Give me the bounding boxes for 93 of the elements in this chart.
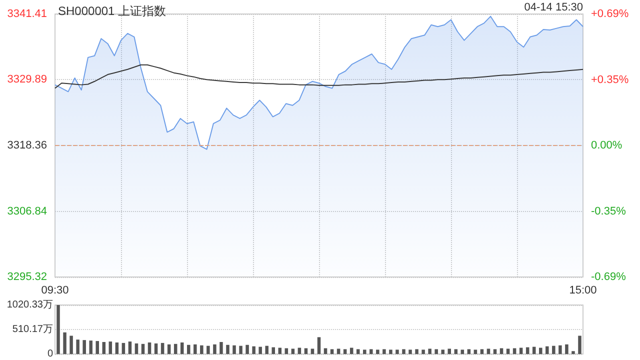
bar: [336, 348, 340, 354]
bar: [160, 342, 164, 354]
chart-title: SH000001 上证指数: [58, 4, 166, 18]
y-tick-label: 3318.36: [7, 140, 47, 152]
y2-tick-label: 0.00%: [591, 140, 622, 152]
bar: [265, 346, 268, 354]
bar: [480, 349, 484, 354]
y2-tick-label: +0.69%: [591, 8, 629, 20]
y-tick-label: 0: [47, 348, 54, 360]
bar: [356, 349, 360, 354]
line-series: [54, 64, 584, 89]
bar: [454, 349, 458, 354]
bar: [258, 346, 262, 354]
bar: [389, 350, 392, 354]
bar: [396, 350, 399, 354]
bar: [506, 348, 510, 354]
bar: [408, 350, 412, 354]
bar: [552, 346, 556, 354]
bar: [200, 345, 204, 354]
bar: [187, 344, 190, 354]
bar: [578, 336, 582, 354]
bar: [382, 349, 386, 354]
y2-tick-label: -0.69%: [591, 271, 626, 283]
bar: [272, 347, 275, 354]
bar: [546, 346, 549, 354]
y-tick-label: 3295.32: [7, 271, 47, 283]
bar: [422, 350, 425, 354]
y-tick-label: 1020.33万: [6, 300, 53, 310]
bar: [460, 350, 464, 354]
bar: [122, 342, 126, 354]
bar: [415, 349, 418, 354]
bar: [232, 345, 236, 354]
bar: [284, 348, 288, 354]
bar: [330, 349, 334, 354]
bar: [89, 340, 92, 354]
bar: [213, 344, 216, 354]
bar: [167, 344, 171, 354]
bar: [96, 341, 99, 354]
bar: [102, 342, 106, 354]
bar: [82, 340, 86, 354]
x-tick-label: 09:30: [41, 284, 69, 296]
bar: [486, 348, 490, 354]
bar: [115, 342, 119, 354]
bar: [252, 346, 256, 354]
bar: [539, 348, 542, 354]
bar: [402, 349, 406, 354]
y2-tick-label: +0.35%: [591, 74, 629, 86]
bar: [220, 342, 223, 354]
bar: [128, 342, 132, 354]
bar: [310, 348, 314, 354]
bar: [239, 346, 242, 354]
bar: [304, 348, 308, 354]
y-tick-label: 510.17万: [12, 324, 53, 335]
bar: [324, 348, 328, 354]
bar: [56, 305, 60, 354]
bar: [246, 344, 249, 354]
bar: [317, 337, 321, 354]
bar: [467, 349, 471, 354]
bar: [363, 350, 366, 354]
y-tick-label: 3329.89: [7, 74, 47, 86]
bar: [376, 350, 380, 354]
x-tick-label: 15:00: [569, 284, 597, 296]
bar: [70, 336, 73, 354]
bar: [154, 343, 158, 354]
y-tick-label: 3306.84: [7, 205, 47, 218]
bar: [572, 351, 575, 354]
bar: [180, 342, 184, 354]
y-tick-label: 3341.41: [7, 8, 47, 20]
text: 04-14 15:30: [524, 2, 583, 14]
bar: [226, 344, 230, 354]
bar: [428, 348, 432, 354]
bar: [565, 344, 568, 354]
bar: [206, 346, 210, 354]
bar: [108, 342, 112, 354]
bar: [448, 348, 451, 354]
bar: [500, 348, 504, 354]
bar: [493, 349, 497, 354]
bar: [370, 349, 373, 354]
bar: [558, 345, 562, 354]
bar: [434, 349, 438, 354]
bar: [512, 348, 516, 354]
bar: [343, 349, 347, 354]
y2-tick-label: -0.35%: [591, 205, 626, 218]
bar: [134, 343, 138, 354]
bar: [194, 344, 197, 354]
bar: [76, 340, 80, 354]
bar: [474, 350, 478, 354]
bar: [141, 344, 145, 354]
bar: [63, 332, 66, 354]
bar: [291, 348, 295, 354]
bar: [174, 344, 178, 354]
bar: [148, 342, 152, 354]
bar: [441, 350, 444, 354]
